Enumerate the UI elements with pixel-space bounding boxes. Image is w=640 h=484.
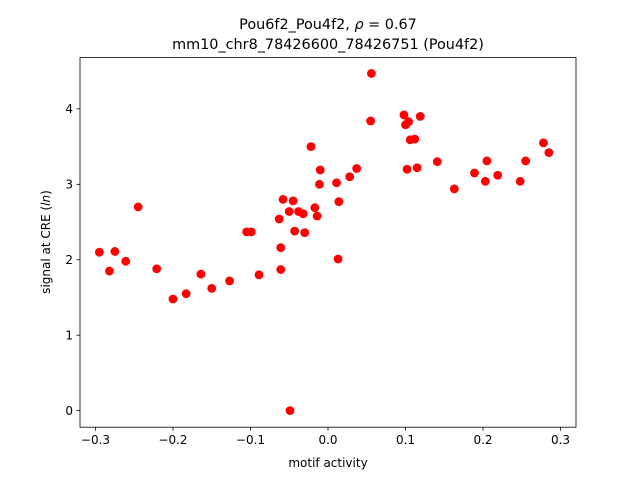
data-point (278, 195, 288, 204)
y-axis-label-suffix: ) (39, 190, 53, 195)
data-point (539, 138, 548, 148)
data-point (121, 256, 131, 266)
title-line-1-prefix: Pou6f2_Pou4f2, (239, 17, 354, 33)
x-tick-label: −0.3 (81, 433, 110, 447)
data-point (367, 69, 376, 78)
data-point (315, 179, 324, 189)
data-point (306, 142, 316, 152)
y-tick-label: 3 (65, 178, 73, 192)
data-point (412, 163, 422, 173)
data-point (298, 209, 308, 219)
data-point (432, 157, 442, 167)
data-point (334, 197, 344, 207)
data-points (94, 69, 554, 416)
data-point (521, 156, 531, 166)
data-point (285, 406, 295, 416)
data-point (290, 226, 300, 236)
data-point (366, 116, 376, 126)
data-point (415, 112, 425, 121)
x-axis-label: motif activity (288, 456, 367, 470)
data-point (470, 168, 479, 178)
data-point (399, 110, 409, 120)
chart-title-line-1: Pou6f2_Pou4f2, ρ = 0.67 (239, 17, 417, 33)
chart-title-line-2: mm10_chr8_78426600_78426751 (Pou4f2) (172, 37, 484, 53)
y-tick-label: 1 (65, 328, 73, 342)
data-point (402, 164, 412, 174)
data-point (315, 165, 325, 175)
y-axis-ticks: 0 1 2 3 4 (65, 102, 80, 418)
data-point (246, 227, 256, 237)
data-point (410, 134, 420, 144)
x-tick-label: 0.1 (396, 433, 415, 447)
data-point (300, 228, 310, 237)
x-tick-label: −0.2 (158, 433, 187, 447)
x-tick-label: 0.0 (318, 433, 337, 447)
data-point (352, 164, 362, 173)
data-point (254, 270, 264, 280)
data-point (110, 247, 120, 256)
y-axis-label-prefix: signal at CRE ( (39, 206, 53, 294)
x-tick-label: 0.2 (473, 433, 492, 447)
data-point (133, 202, 143, 212)
x-tick-label: −0.1 (236, 433, 265, 447)
x-tick-label: 0.3 (551, 433, 570, 447)
data-point (482, 156, 492, 166)
data-point (333, 254, 343, 264)
data-point (274, 214, 284, 224)
data-point (345, 172, 355, 182)
data-point (288, 196, 298, 206)
data-point (284, 207, 294, 216)
y-tick-label: 4 (65, 102, 73, 116)
y-axis-label: signal at CRE (ln) (39, 190, 53, 294)
data-point (480, 176, 490, 186)
data-point (105, 266, 114, 276)
data-point (515, 176, 525, 186)
data-point (94, 247, 104, 257)
data-point (152, 264, 162, 274)
data-point (332, 178, 341, 188)
data-point (493, 170, 503, 180)
data-point (196, 269, 206, 279)
data-point (168, 294, 178, 304)
data-point (276, 243, 286, 253)
data-point (544, 148, 554, 158)
y-tick-label: 2 (65, 253, 73, 267)
title-line-1-suffix: = 0.67 (364, 17, 417, 33)
data-point (181, 289, 191, 299)
data-point (225, 276, 234, 286)
title-rho-symbol: ρ (354, 17, 363, 33)
data-point (404, 117, 413, 127)
data-point (276, 265, 286, 274)
data-point (310, 203, 320, 213)
y-tick-label: 0 (65, 404, 73, 418)
data-point (449, 184, 459, 194)
y-axis-label-italic: ln (39, 195, 53, 206)
data-point (312, 211, 322, 221)
x-axis-ticks: −0.3 −0.2 −0.1 0.0 0.1 0.2 0.3 (81, 427, 570, 447)
data-point (207, 284, 217, 293)
